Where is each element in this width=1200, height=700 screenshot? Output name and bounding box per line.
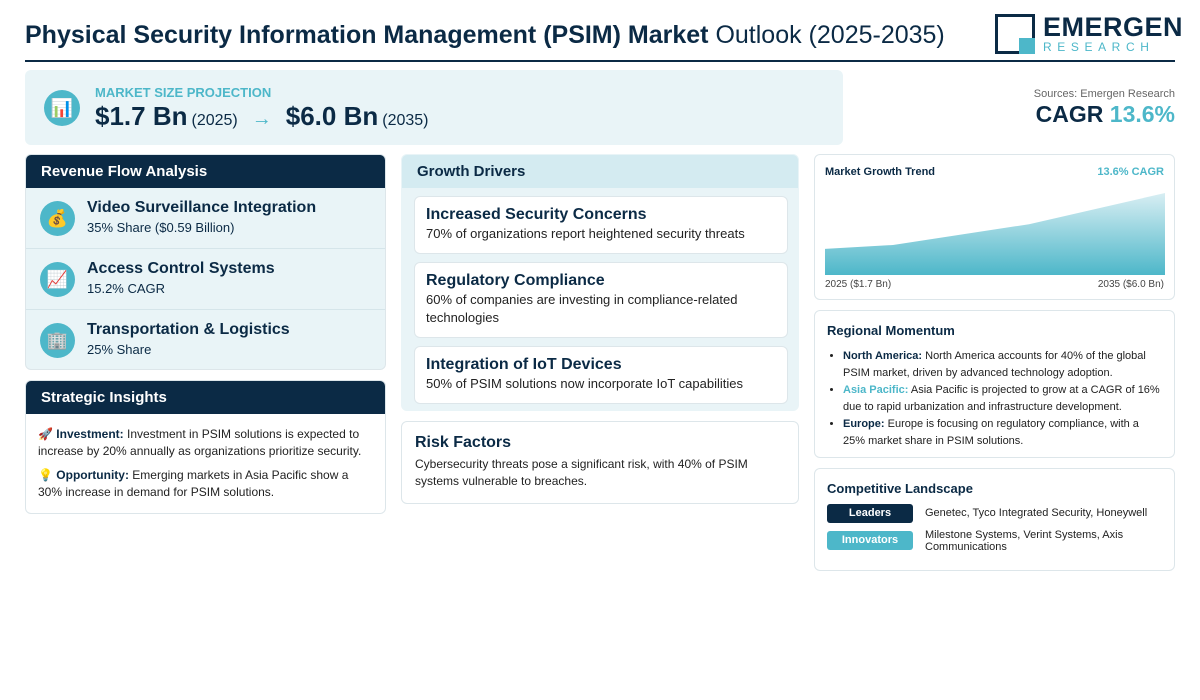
trend-end-label: 2035 ($6.0 Bn) xyxy=(1097,279,1164,290)
projection-end-value: $6.0 Bn xyxy=(285,101,379,131)
driver-sub: 70% of organizations report heightened s… xyxy=(426,226,745,241)
insight-item: 💡 Opportunity: Emerging markets in Asia … xyxy=(38,467,373,501)
driver-title: Integration of IoT Devices xyxy=(426,356,622,373)
region-item: Europe: Europe is focusing on regulatory… xyxy=(843,416,1162,449)
cagr-label: CAGR xyxy=(1035,101,1104,127)
insight-item: 🚀 Investment: Investment in PSIM solutio… xyxy=(38,426,373,460)
trend-cagr-label: 13.6% CAGR xyxy=(1097,166,1164,178)
driver-title: Increased Security Concerns xyxy=(426,206,647,223)
regional-momentum-title: Regional Momentum xyxy=(827,323,955,338)
competitive-landscape-panel: Competitive Landscape Leaders Genetec, T… xyxy=(814,468,1175,571)
bar-chart-icon: 📊 xyxy=(44,90,80,126)
region-item: Asia Pacific: Asia Pacific is projected … xyxy=(843,382,1162,415)
header: Physical Security Information Management… xyxy=(25,10,1183,62)
trend-up-icon: 📈 xyxy=(40,262,75,297)
building-icon: 🏢 xyxy=(40,323,75,358)
projection-values: $1.7 Bn (2025) → $6.0 Bn (2035) xyxy=(95,101,429,132)
strategic-insights-panel: Strategic Insights 🚀 Investment: Investm… xyxy=(25,380,386,514)
regional-list: North America: North America accounts fo… xyxy=(827,348,1162,449)
region-item: North America: North America accounts fo… xyxy=(843,348,1162,381)
revenue-item-title: Access Control Systems xyxy=(87,260,275,277)
page-title-rest: Outlook (2025-2035) xyxy=(715,21,945,49)
cagr-headline: CAGR 13.6% xyxy=(1036,101,1175,128)
risk-factors-text: Cybersecurity threats pose a significant… xyxy=(415,457,748,488)
revenue-item-sub: 15.2% CAGR xyxy=(87,281,166,296)
region-label: Asia Pacific: xyxy=(843,384,909,396)
region-text: North America accounts for 40% of the gl… xyxy=(843,350,1146,379)
logo-subword: RESEARCH xyxy=(1043,40,1155,54)
arrow-right-icon: → xyxy=(251,108,272,130)
revenue-item: 🏢 Transportation & Logistics 25% Share xyxy=(26,310,385,369)
region-text: Asia Pacific is projected to grow at a C… xyxy=(843,384,1160,413)
growth-area-series xyxy=(825,193,1165,275)
innovators-row: Innovators Milestone Systems, Verint Sys… xyxy=(827,529,1163,557)
risk-factors-panel: Risk Factors Cybersecurity threats pose … xyxy=(401,421,799,504)
growth-drivers-panel: Growth Drivers Increased Security Concer… xyxy=(401,154,799,411)
emergen-logo: EMERGEN RESEARCH xyxy=(995,13,1183,56)
page-title: Physical Security Information Management… xyxy=(25,20,945,50)
projection-end-year: (2035) xyxy=(382,112,429,129)
projection-label: MARKET SIZE PROJECTION xyxy=(95,85,272,100)
insight-label: Investment: xyxy=(56,427,124,441)
insight-label: Opportunity: xyxy=(56,468,129,482)
money-bag-icon: 💰 xyxy=(40,201,75,236)
revenue-flow-title: Revenue Flow Analysis xyxy=(26,155,385,188)
driver-sub: 60% of companies are investing in compli… xyxy=(426,292,738,325)
logo-mark-icon xyxy=(995,14,1035,54)
innovators-badge: Innovators xyxy=(827,531,913,550)
sources-note: Sources: Emergen Research xyxy=(1033,88,1175,100)
strategic-insights-title: Strategic Insights xyxy=(26,381,385,414)
competitive-landscape-title: Competitive Landscape xyxy=(827,481,973,496)
page-title-bold: Physical Security Information Management… xyxy=(25,21,709,49)
revenue-item-sub: 25% Share xyxy=(87,342,152,357)
region-label: Europe: xyxy=(843,418,885,430)
projection-start-value: $1.7 Bn xyxy=(95,101,188,131)
region-text: Europe is focusing on regulatory complia… xyxy=(843,418,1139,447)
lightbulb-icon: 💡 xyxy=(38,468,53,482)
trend-title: Market Growth Trend xyxy=(825,166,936,178)
driver-card: Regulatory Compliance 60% of companies a… xyxy=(414,262,788,338)
growth-area-chart xyxy=(825,193,1165,275)
regional-momentum-panel: Regional Momentum North America: North A… xyxy=(814,310,1175,458)
revenue-item: 💰 Video Surveillance Integration 35% Sha… xyxy=(26,188,385,249)
revenue-item-title: Video Surveillance Integration xyxy=(87,199,317,216)
insight-text: Emerging markets in Asia Pacific show a … xyxy=(38,468,349,499)
projection-start-year: (2025) xyxy=(191,112,238,129)
driver-card: Integration of IoT Devices 50% of PSIM s… xyxy=(414,346,788,404)
logo-word: EMERGEN xyxy=(1043,12,1184,42)
revenue-item-title: Transportation & Logistics xyxy=(87,321,290,338)
driver-title: Regulatory Compliance xyxy=(426,272,605,289)
rocket-icon: 🚀 xyxy=(38,427,53,441)
revenue-item: 📈 Access Control Systems 15.2% CAGR xyxy=(26,249,385,310)
insight-text: Investment in PSIM solutions is expected… xyxy=(38,427,362,458)
cagr-value: 13.6% xyxy=(1109,101,1175,127)
market-size-projection: 📊 MARKET SIZE PROJECTION $1.7 Bn (2025) → $… xyxy=(25,70,843,145)
leaders-list: Genetec, Tyco Integrated Security, Honey… xyxy=(925,507,1148,519)
trend-start-label: 2025 ($1.7 Bn) xyxy=(825,279,892,290)
driver-card: Increased Security Concerns 70% of organ… xyxy=(414,196,788,254)
innovators-list: Milestone Systems, Verint Systems, Axis … xyxy=(925,529,1124,553)
revenue-flow-panel: Revenue Flow Analysis 💰 Video Surveillan… xyxy=(25,154,386,370)
driver-sub: 50% of PSIM solutions now incorporate Io… xyxy=(426,376,743,391)
region-label: North America: xyxy=(843,350,923,362)
revenue-item-sub: 35% Share ($0.59 Billion) xyxy=(87,220,235,235)
growth-drivers-title: Growth Drivers xyxy=(402,155,798,188)
market-growth-trend-panel: Market Growth Trend 13.6% CAGR 2025 ($1.… xyxy=(814,154,1175,300)
risk-factors-title: Risk Factors xyxy=(415,434,512,451)
leaders-row: Leaders Genetec, Tyco Integrated Securit… xyxy=(827,504,1163,523)
leaders-badge: Leaders xyxy=(827,504,913,523)
